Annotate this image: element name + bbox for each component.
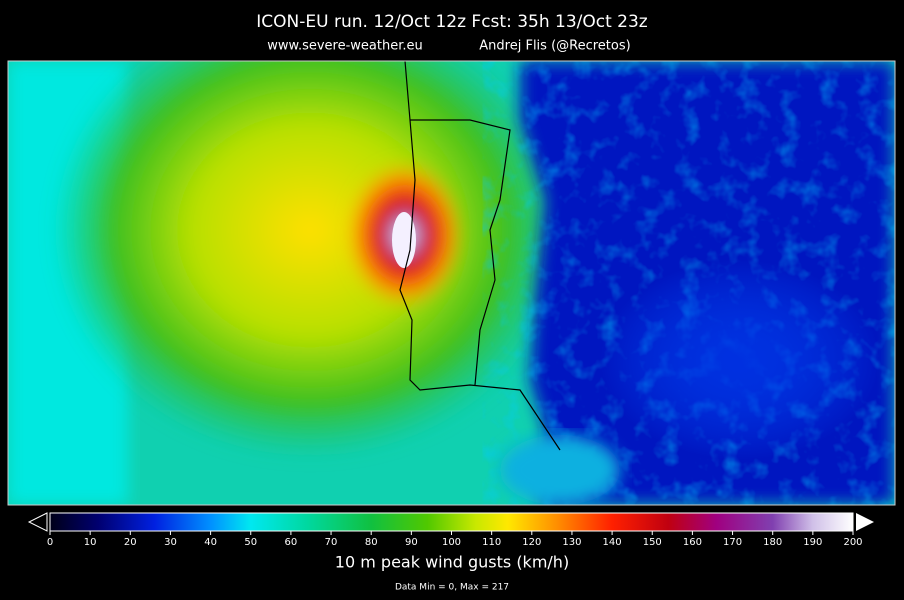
colorbar-tick-label: 170 (723, 537, 742, 548)
data-stats: Data Min = 0, Max = 217 (395, 583, 509, 593)
colorbar-tick-label: 140 (603, 537, 622, 548)
colorbar-tick-label: 120 (522, 537, 541, 548)
map (8, 61, 895, 505)
colorbar (27, 512, 874, 532)
mediterranean (600, 260, 880, 460)
borders (399, 61, 561, 451)
colorbar-tick-label: 180 (763, 537, 782, 548)
colorbar-label: 10 m peak wind gusts (km/h) (335, 553, 569, 572)
colorbar-tick-label: 130 (562, 537, 581, 548)
colorbar-tick-label: 50 (244, 537, 257, 548)
colorbar-tick-label: 10 (84, 537, 97, 548)
colorbar-tick-label: 40 (204, 537, 217, 548)
colorbar-tick-label: 190 (803, 537, 822, 548)
colorbar-tick-label: 30 (164, 537, 177, 548)
colorbar-tick-label: 100 (442, 537, 461, 548)
colorbar-over-arrow (856, 513, 874, 531)
colorbar-tick-label: 80 (365, 537, 378, 548)
colorbar-under-arrow (27, 512, 48, 532)
colorbar-tick-label: 70 (325, 537, 338, 548)
author: Andrej Flis (@Recretos) (479, 39, 630, 54)
storm-peak (392, 212, 416, 268)
map-frame (7, 60, 896, 506)
website: www.severe-weather.eu (267, 39, 423, 54)
gulf-cadiz (500, 435, 620, 505)
colorbar-tick-label: 150 (643, 537, 662, 548)
colorbar-tick-label: 20 (124, 537, 137, 548)
colorbar-tick-label: 60 (285, 537, 298, 548)
gust-field (50, 61, 570, 460)
colorbar-scale (49, 512, 854, 532)
title: ICON-EU run. 12/Oct 12z Fcst: 35h 13/Oct… (256, 12, 648, 32)
colorbar-tick-label: 90 (405, 537, 418, 548)
colorbar-tick-label: 110 (482, 537, 501, 548)
colorbar-tick-label: 200 (843, 537, 862, 548)
colorbar-tick-label: 160 (683, 537, 702, 548)
colorbar-tick-label: 0 (47, 537, 53, 548)
